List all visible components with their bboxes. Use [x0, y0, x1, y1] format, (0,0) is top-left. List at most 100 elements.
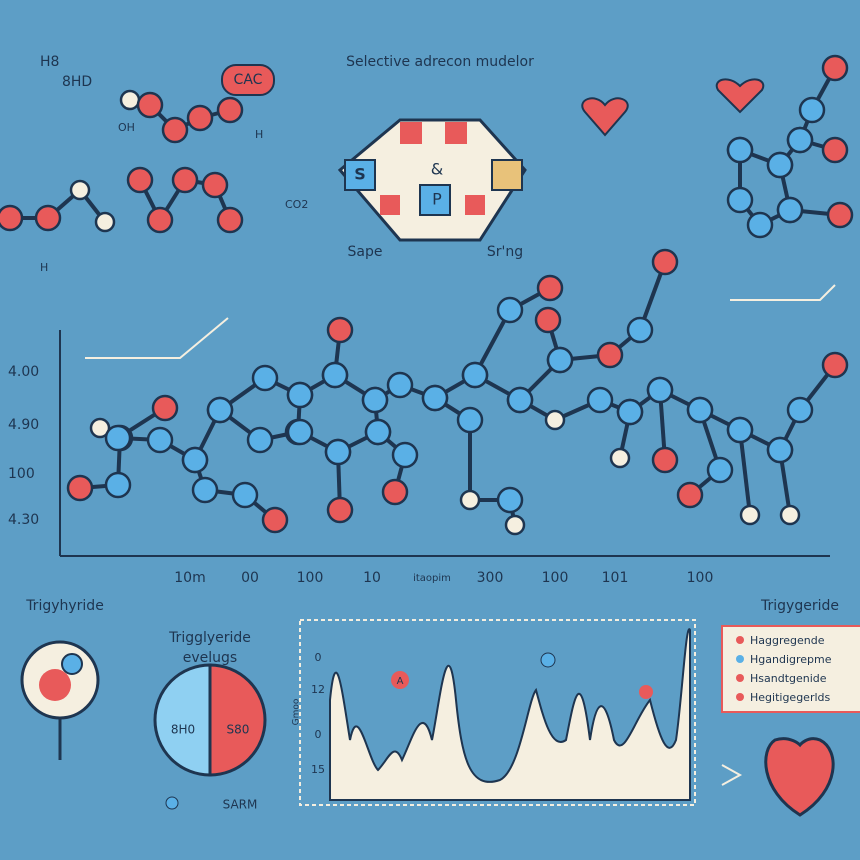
- heart-icon: [715, 78, 765, 114]
- atom-label: H: [255, 128, 263, 141]
- pie-label: 8H0: [171, 723, 195, 737]
- atom: [676, 481, 704, 509]
- hex-letter: P: [432, 190, 442, 209]
- atom: [104, 424, 132, 452]
- marker: [391, 671, 409, 689]
- atom: [326, 316, 354, 344]
- atom: [496, 486, 524, 514]
- atom: [186, 104, 214, 132]
- y-label: 100: [8, 466, 35, 482]
- legend-box: [721, 625, 860, 713]
- icon: [39, 669, 71, 701]
- trend-arrow: [730, 284, 836, 301]
- atom-label: CO2: [285, 198, 308, 211]
- atom: [391, 441, 419, 469]
- atom: [321, 361, 349, 389]
- x-label: 100: [687, 570, 714, 586]
- atom: [421, 384, 449, 412]
- atom: [726, 416, 754, 444]
- decoration: [0, 54, 854, 536]
- atom: [0, 204, 24, 232]
- panel-y-label: 0: [315, 651, 322, 664]
- x-label: 10m: [174, 570, 205, 586]
- atom: [206, 396, 234, 424]
- atom-label: H: [40, 261, 48, 274]
- atom: [261, 506, 289, 534]
- atom: [326, 496, 354, 524]
- atom: [726, 186, 754, 214]
- atom: [779, 504, 801, 526]
- atom: [616, 398, 644, 426]
- atom: [826, 201, 854, 229]
- atom: [104, 471, 132, 499]
- atom: [706, 456, 734, 484]
- atom: [34, 204, 62, 232]
- x-label: 00: [241, 570, 259, 586]
- atom: [381, 478, 409, 506]
- atom: [546, 346, 574, 374]
- atom: [89, 417, 111, 439]
- atom: [69, 179, 91, 201]
- atom: [506, 386, 534, 414]
- legend-dot: [736, 636, 744, 644]
- atom: [746, 211, 774, 239]
- atom: [586, 386, 614, 414]
- atom: [201, 171, 229, 199]
- atom: [766, 436, 794, 464]
- atom: [786, 126, 814, 154]
- atom: [651, 446, 679, 474]
- legend-entry: Haggregende: [750, 634, 825, 647]
- atom: [596, 341, 624, 369]
- x-label: 100: [297, 570, 324, 586]
- heart-icon: [764, 737, 835, 817]
- panel-area: [329, 628, 691, 801]
- atom: [536, 274, 564, 302]
- atom: [119, 89, 141, 111]
- legend-entry: Hsandtgenide: [750, 672, 827, 685]
- hex-diagram: [337, 118, 527, 242]
- atom: [146, 426, 174, 454]
- atom: [544, 409, 566, 431]
- pie-half: [153, 663, 212, 777]
- pie-label: S80: [227, 723, 250, 737]
- x-label: 300: [477, 570, 504, 586]
- atom: [161, 116, 189, 144]
- label: Trigyhyride: [25, 598, 104, 614]
- atom: [646, 376, 674, 404]
- atom: [286, 381, 314, 409]
- atom: [216, 206, 244, 234]
- hex-letter: &: [431, 160, 443, 179]
- atom: [456, 406, 484, 434]
- panel-y-label: 0: [315, 728, 322, 741]
- x-label: itaopim: [413, 573, 451, 584]
- atom: [246, 426, 274, 454]
- y-label: 4.00: [8, 364, 39, 380]
- atom: [286, 418, 314, 446]
- marker: [639, 685, 653, 699]
- atom: [324, 438, 352, 466]
- y-label: 4.90: [8, 417, 39, 433]
- heart-icon: [581, 97, 629, 137]
- atom: [766, 151, 794, 179]
- x-label: 101: [602, 570, 629, 586]
- marker-label: A: [397, 676, 404, 687]
- icon: [165, 796, 179, 810]
- atom-label: CAC: [234, 72, 263, 88]
- title: Selective adrecon mudelor: [346, 54, 534, 70]
- pie-title: Trigglyeride: [168, 630, 251, 646]
- atom: [504, 514, 526, 536]
- atom: [66, 474, 94, 502]
- panel-axis-label: Gmoo: [292, 698, 302, 725]
- atom: [739, 504, 761, 526]
- bond: [738, 429, 752, 516]
- atom-label: H8: [40, 54, 59, 70]
- label: Trigygeride: [760, 598, 839, 614]
- caption: SARM: [223, 798, 258, 812]
- atom: [181, 446, 209, 474]
- atom: [821, 351, 849, 379]
- atom: [171, 166, 199, 194]
- atom: [726, 136, 754, 164]
- atom: [609, 447, 631, 469]
- caption: Sr'ng: [487, 244, 523, 260]
